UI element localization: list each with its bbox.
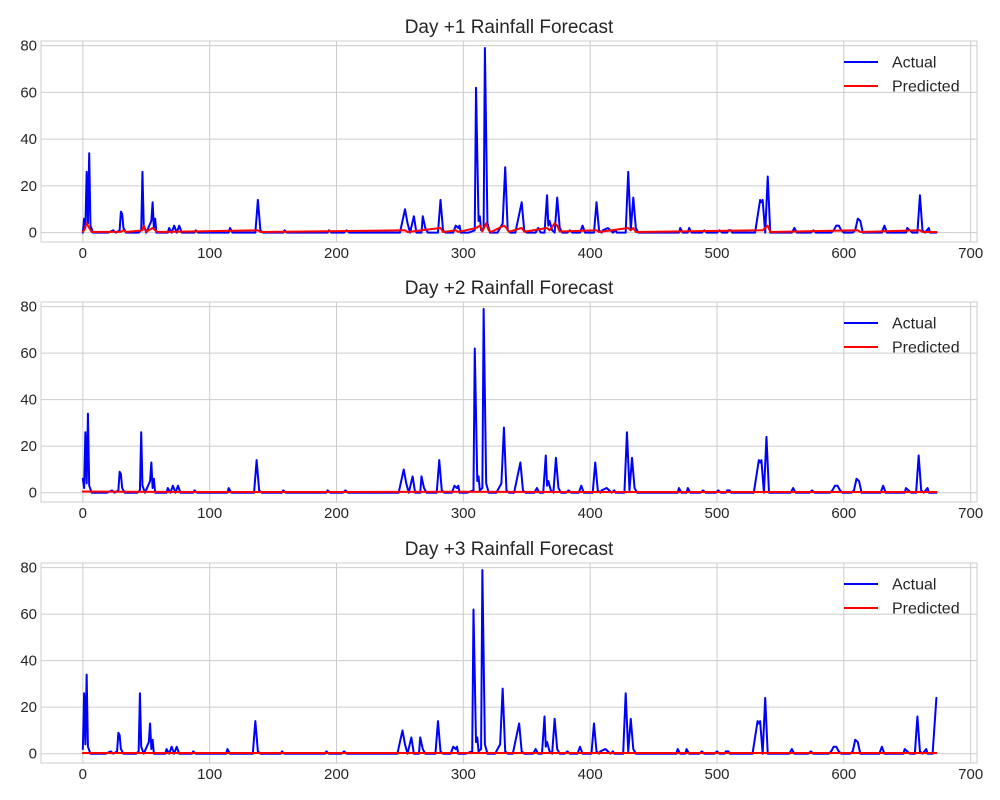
chart-title: Day +2 Rainfall Forecast (405, 278, 614, 299)
legend-label-actual: Actual (892, 577, 936, 594)
chart-title: Day +3 Rainfall Forecast (405, 539, 614, 560)
series-group (81, 307, 938, 494)
x-tick-label: 700 (958, 245, 983, 262)
x-tick-label: 400 (578, 505, 603, 522)
y-tick-label: 0 (29, 485, 37, 502)
subplot-1: 0 100 200 300 400 500 600 700 0 20 40 60 80 Day +1 Ra… (20, 17, 983, 262)
x-tick-label: 700 (958, 505, 983, 522)
x-tick-label: 200 (324, 505, 349, 522)
x-tick-label: 600 (831, 766, 856, 783)
y-tick-label: 40 (20, 653, 37, 670)
x-tick-label: 300 (451, 245, 476, 262)
y-tick-label: 60 (20, 606, 37, 623)
x-tick-label: 100 (197, 766, 222, 783)
y-tick-label: 20 (20, 699, 37, 716)
x-tick-label: 500 (704, 505, 729, 522)
y-tick-label: 80 (20, 38, 37, 55)
series-line-actual (81, 47, 938, 234)
plot-frame (40, 562, 978, 764)
x-tick-label: 300 (451, 505, 476, 522)
legend: Actual Predicted (844, 316, 960, 357)
x-tick-label: 500 (704, 245, 729, 262)
x-tick-label: 500 (704, 766, 729, 783)
x-tick-label: 200 (324, 766, 349, 783)
plot-frame (40, 40, 978, 243)
legend-label-predicted: Predicted (892, 340, 960, 357)
x-tick-label: 700 (958, 766, 983, 783)
y-tick-label: 80 (20, 560, 37, 577)
x-tick-label: 100 (197, 245, 222, 262)
x-tick-label: 400 (578, 245, 603, 262)
y-tick-label: 0 (29, 225, 37, 242)
x-tick-label: 0 (79, 245, 87, 262)
legend-label-predicted: Predicted (892, 601, 960, 618)
y-tick-label: 60 (20, 84, 37, 101)
x-tick-label: 600 (831, 505, 856, 522)
y-tick-label: 20 (20, 438, 37, 455)
x-tick-label: 100 (197, 505, 222, 522)
x-tick-label: 0 (79, 505, 87, 522)
legend-label-predicted: Predicted (892, 79, 960, 96)
series-group (81, 568, 938, 755)
y-tick-label: 0 (29, 746, 37, 763)
series-line-actual (81, 307, 938, 494)
series-group (81, 47, 938, 234)
legend: Actual Predicted (844, 577, 960, 618)
x-tick-label: 200 (324, 245, 349, 262)
plot-frame (40, 301, 978, 503)
legend: Actual Predicted (844, 55, 960, 96)
series-line-actual (81, 568, 938, 755)
legend-label-actual: Actual (892, 316, 936, 333)
y-tick-label: 60 (20, 345, 37, 362)
y-tick-label: 80 (20, 299, 37, 316)
series-line-predicted (81, 222, 938, 233)
y-tick-label: 20 (20, 178, 37, 195)
subplot-3: 0 100 200 300 400 500 600 700 0 20 40 60 80 Day +3 Ra… (20, 539, 983, 783)
y-tick-label: 40 (20, 392, 37, 409)
x-tick-label: 300 (451, 766, 476, 783)
chart-title: Day +1 Rainfall Forecast (405, 17, 614, 38)
subplot-2: 0 100 200 300 400 500 600 700 0 20 40 60 80 Day +2 Ra… (20, 278, 983, 522)
y-tick-label: 40 (20, 131, 37, 148)
x-tick-label: 600 (831, 245, 856, 262)
legend-label-actual: Actual (892, 55, 936, 72)
x-tick-label: 0 (79, 766, 87, 783)
x-tick-label: 400 (578, 766, 603, 783)
